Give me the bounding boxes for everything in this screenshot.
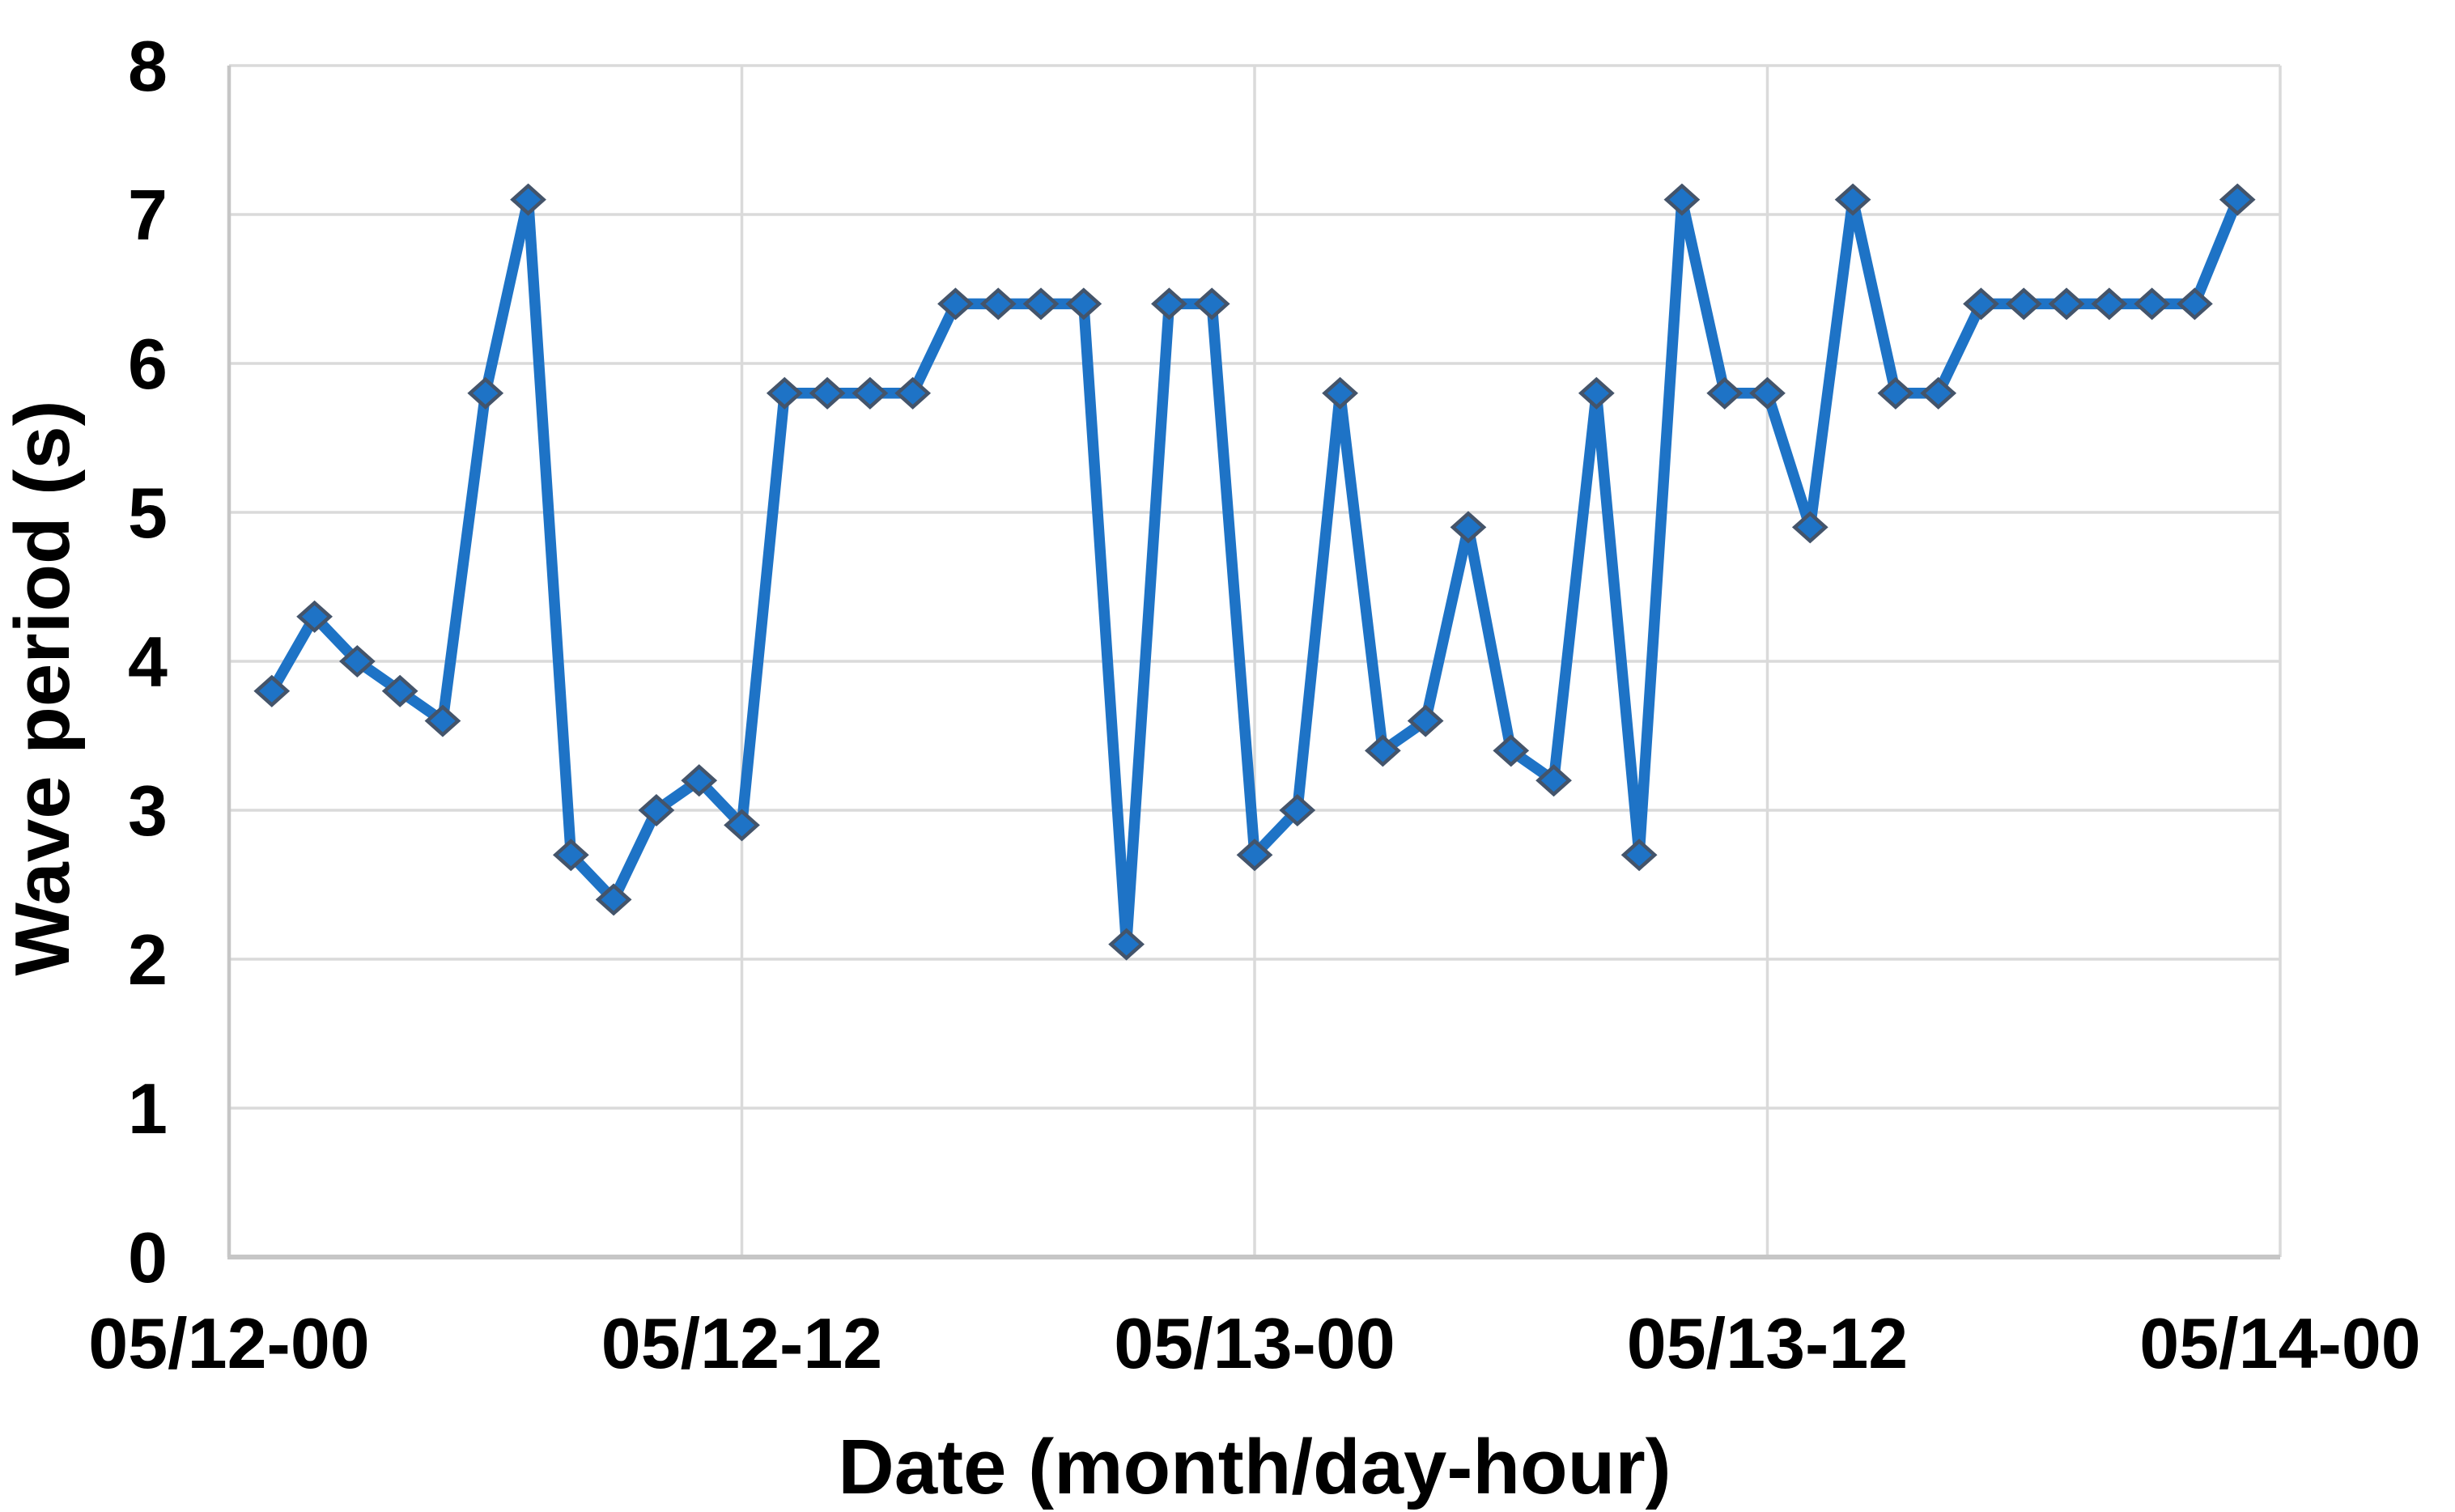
data-point-marker [1535, 764, 1572, 797]
x-axis-tick-labels: 05/12-00 05/12-12 05/13-00 05/13-12 05/14-00 [88, 1303, 2420, 1383]
data-point-marker [2177, 287, 2213, 321]
data-point-marker [2048, 287, 2085, 321]
data-point-marker [1022, 287, 1060, 321]
x-tick-label: 05/13-12 [1627, 1303, 1908, 1383]
y-axis-tick-labels: 0 1 2 3 4 5 6 7 8 [128, 26, 168, 1298]
y-tick-label: 2 [128, 920, 168, 1000]
x-tick-label: 05/12-00 [88, 1303, 369, 1383]
x-tick-label: 05/14-00 [2139, 1303, 2420, 1383]
data-point-marker [1706, 376, 1744, 410]
x-tick-label: 05/12-12 [601, 1303, 882, 1383]
y-tick-label: 8 [128, 26, 168, 106]
data-point-marker [724, 809, 760, 842]
y-tick-label: 1 [128, 1068, 168, 1149]
x-axis-title: Date (month/day-hour) [838, 1424, 1671, 1510]
data-point-marker [979, 287, 1017, 321]
data-point-marker [1963, 287, 1999, 321]
data-point-marker [2005, 287, 2042, 321]
data-point-marker [424, 704, 461, 737]
y-tick-label: 5 [128, 473, 168, 553]
data-point-marker [1620, 839, 1658, 872]
data-point-marker [467, 376, 504, 410]
data-point-marker [1365, 734, 1401, 767]
data-series [253, 183, 2256, 961]
data-point-marker [381, 674, 418, 707]
data-point-marker [1407, 704, 1444, 737]
data-point-marker [1322, 376, 1358, 410]
data-point-marker [1663, 183, 1701, 216]
data-point-marker [681, 764, 718, 797]
data-point-marker [1920, 376, 1957, 410]
y-tick-label: 0 [128, 1217, 168, 1298]
data-point-marker [1236, 839, 1273, 872]
data-point-marker [894, 376, 932, 410]
data-point-marker [253, 674, 291, 707]
data-point-marker [1877, 376, 1914, 410]
data-point-marker [1065, 287, 1102, 321]
data-point-marker [1193, 287, 1230, 321]
data-point-marker [1791, 511, 1829, 544]
data-point-marker [510, 183, 546, 216]
data-point-marker [809, 376, 846, 410]
gridlines [229, 64, 2282, 1257]
data-point-marker [2219, 183, 2256, 216]
y-tick-label: 3 [128, 771, 168, 851]
data-point-marker [595, 883, 632, 916]
y-tick-label: 4 [128, 622, 168, 702]
data-point-marker [2134, 287, 2171, 321]
data-point-marker [937, 287, 974, 321]
axis-lines [227, 66, 2280, 1259]
data-point-marker [296, 600, 333, 633]
data-point-marker [1749, 376, 1786, 410]
data-point-marker [852, 376, 889, 410]
data-point-marker [1108, 928, 1145, 961]
data-point-marker [1279, 793, 1316, 827]
data-point-marker [1493, 734, 1530, 767]
data-point-marker [339, 644, 376, 678]
y-tick-label: 7 [128, 175, 168, 255]
data-point-marker [1450, 511, 1487, 544]
data-point-marker [766, 376, 803, 410]
data-point-marker [1151, 287, 1187, 321]
data-point-marker [638, 793, 675, 827]
data-point-marker [2091, 287, 2128, 321]
data-point-marker [552, 839, 589, 872]
data-point-marker [1834, 183, 1871, 216]
data-point-marker [1578, 376, 1615, 410]
y-axis-title: Wave period (s) [0, 400, 86, 975]
x-tick-label: 05/13-00 [1114, 1303, 1395, 1383]
y-tick-label: 6 [128, 324, 168, 404]
